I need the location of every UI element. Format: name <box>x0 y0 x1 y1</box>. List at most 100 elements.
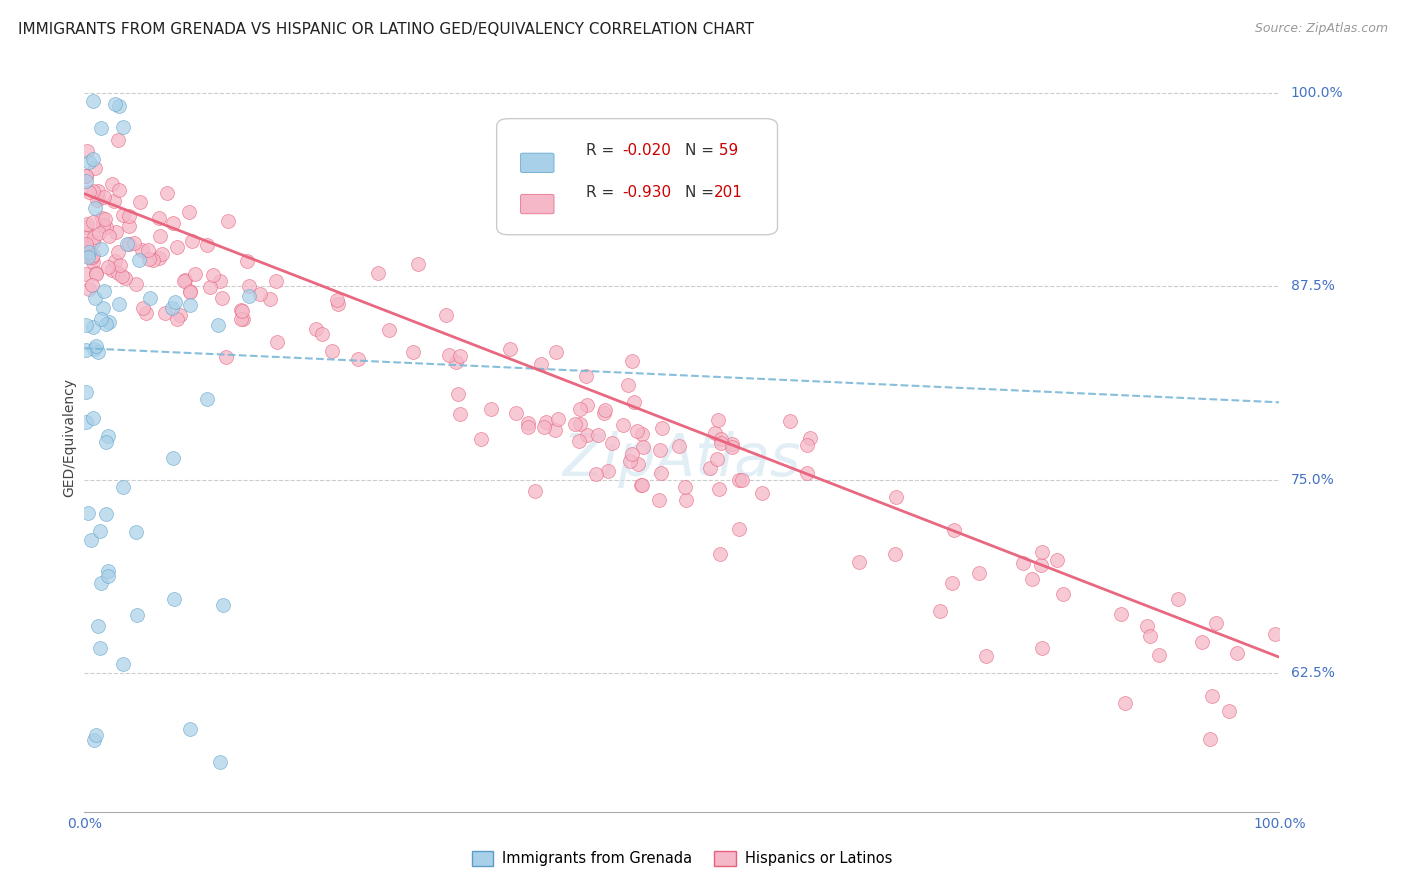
Point <box>211 291 233 305</box>
Point <box>568 434 591 448</box>
Point <box>77 244 100 259</box>
Point <box>97 569 120 583</box>
Point <box>107 266 129 280</box>
Point <box>1205 616 1227 631</box>
Point <box>103 194 125 208</box>
Point <box>710 435 733 450</box>
Point <box>1114 696 1136 710</box>
Point <box>721 437 744 451</box>
Point <box>179 285 201 300</box>
FancyBboxPatch shape <box>496 119 778 235</box>
Point <box>650 467 672 481</box>
Point <box>751 485 773 500</box>
Text: N =: N = <box>686 144 720 159</box>
Point <box>82 184 104 198</box>
Point <box>311 327 333 342</box>
Point <box>779 414 801 428</box>
Point <box>184 267 207 281</box>
Point <box>76 217 98 231</box>
Point <box>534 415 557 429</box>
Point <box>1147 648 1170 663</box>
Point <box>208 756 231 770</box>
Point <box>82 278 104 293</box>
Point <box>125 524 148 539</box>
Text: R =: R = <box>586 144 620 159</box>
Point <box>118 236 141 251</box>
Point <box>668 439 690 453</box>
Point <box>259 292 281 306</box>
Point <box>86 193 108 207</box>
Point <box>177 205 200 219</box>
Point <box>266 334 288 349</box>
Point <box>125 607 148 622</box>
Point <box>434 308 457 322</box>
Point <box>82 319 104 334</box>
Point <box>96 434 118 449</box>
Point <box>444 355 467 369</box>
Y-axis label: GED/Equivalency: GED/Equivalency <box>62 377 76 497</box>
Point <box>94 220 117 235</box>
Point <box>90 242 112 256</box>
Point <box>118 219 141 233</box>
Point <box>83 343 105 357</box>
Point <box>673 480 696 494</box>
Point <box>163 591 186 606</box>
Point <box>107 244 129 259</box>
Point <box>77 155 100 169</box>
Point <box>94 508 117 522</box>
Point <box>796 438 818 452</box>
Point <box>97 315 120 329</box>
Point <box>135 306 157 320</box>
Point <box>1011 556 1033 570</box>
Point <box>499 342 522 356</box>
Point <box>138 291 160 305</box>
Point <box>264 275 287 289</box>
Point <box>75 415 97 429</box>
Point <box>576 428 599 442</box>
Point <box>82 153 104 167</box>
Point <box>166 240 188 254</box>
Point <box>585 467 607 481</box>
Point <box>107 99 129 113</box>
FancyBboxPatch shape <box>520 153 554 172</box>
Point <box>195 238 218 252</box>
Point <box>575 369 598 384</box>
Point <box>89 524 111 538</box>
Point <box>77 506 100 520</box>
Point <box>149 228 172 243</box>
Point <box>132 301 155 316</box>
Point <box>90 575 112 590</box>
Point <box>86 344 108 359</box>
Point <box>84 201 107 215</box>
Point <box>77 282 100 296</box>
Point <box>586 428 609 442</box>
Point <box>82 215 104 229</box>
Point <box>201 268 224 282</box>
Point <box>169 308 191 322</box>
Point <box>84 266 107 280</box>
Point <box>706 452 728 467</box>
Point <box>449 407 471 421</box>
Point <box>174 273 197 287</box>
FancyBboxPatch shape <box>520 194 554 214</box>
Point <box>707 413 730 427</box>
Point <box>104 96 127 111</box>
Point <box>799 431 821 445</box>
Point <box>1031 544 1053 558</box>
Point <box>75 174 97 188</box>
Point <box>83 733 105 747</box>
Point <box>848 555 870 569</box>
Point <box>449 349 471 363</box>
Point <box>883 547 905 561</box>
Point <box>347 352 370 367</box>
Point <box>620 354 643 368</box>
Point <box>97 260 120 275</box>
Point <box>943 523 966 537</box>
Point <box>1029 558 1052 573</box>
Point <box>699 460 721 475</box>
Point <box>238 278 260 293</box>
Point <box>969 566 991 580</box>
Point <box>623 394 645 409</box>
Point <box>1226 646 1249 660</box>
Text: IMMIGRANTS FROM GRENADA VS HISPANIC OR LATINO GED/EQUIVALENCY CORRELATION CHART: IMMIGRANTS FROM GRENADA VS HISPANIC OR L… <box>18 22 754 37</box>
